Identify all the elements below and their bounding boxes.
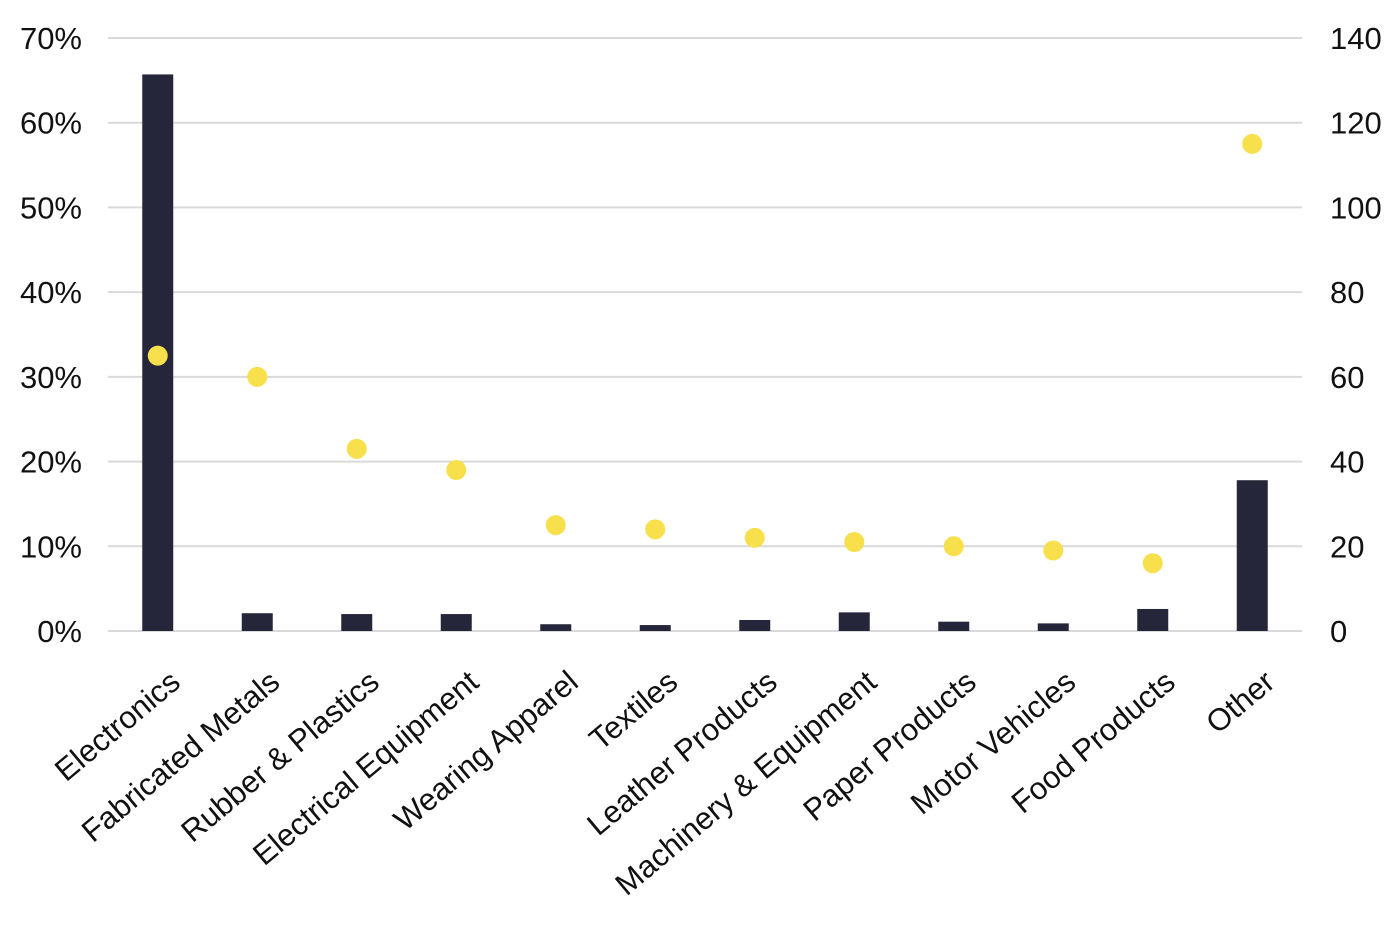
bar (1037, 623, 1069, 631)
bar (440, 614, 472, 631)
data-point (943, 536, 964, 557)
left-tick-label: 50% (20, 190, 82, 225)
data-point (744, 527, 765, 548)
right-tick-label: 120 (1330, 106, 1382, 141)
left-tick-label: 20% (20, 445, 82, 480)
left-tick-label: 0% (37, 614, 82, 649)
data-point (545, 515, 566, 536)
left-tick-label: 10% (20, 529, 82, 564)
data-point (346, 438, 367, 459)
bar (639, 625, 671, 631)
bar (241, 613, 273, 631)
right-tick-label: 0 (1330, 614, 1347, 649)
right-tick-label: 80 (1330, 275, 1364, 310)
bar (838, 612, 870, 631)
right-tick-label: 60 (1330, 360, 1364, 395)
data-point (247, 366, 268, 387)
category-label: Wearing Apparel (387, 664, 585, 838)
left-tick-label: 60% (20, 106, 82, 141)
category-label: Other (1199, 664, 1281, 741)
data-point (645, 519, 666, 540)
left-tick-label: 70% (20, 21, 82, 56)
right-axis-ticks: 0 20 40 60 80 100 120 140 (1330, 21, 1382, 649)
left-tick-label: 40% (20, 275, 82, 310)
data-point (446, 460, 467, 481)
data-point (1043, 540, 1064, 561)
data-point (1242, 133, 1263, 154)
gridlines (108, 37, 1302, 632)
data-point (1142, 553, 1163, 574)
data-point (844, 532, 865, 553)
data-point (147, 345, 168, 366)
bar (739, 619, 771, 631)
bar (540, 624, 572, 631)
left-tick-label: 30% (20, 360, 82, 395)
bar (938, 621, 970, 631)
category-label: Paper Products (796, 664, 982, 828)
bar (1236, 480, 1268, 631)
bar-series (142, 74, 1268, 632)
right-tick-label: 20 (1330, 529, 1364, 564)
bar (341, 614, 373, 631)
right-tick-label: 100 (1330, 190, 1382, 225)
dot-series (147, 133, 1263, 574)
right-tick-label: 40 (1330, 445, 1364, 480)
left-axis-ticks: 0% 10% 20% 30% 40% 50% 60% 70% (20, 21, 82, 649)
bar (1137, 608, 1169, 631)
right-tick-label: 140 (1330, 21, 1382, 56)
